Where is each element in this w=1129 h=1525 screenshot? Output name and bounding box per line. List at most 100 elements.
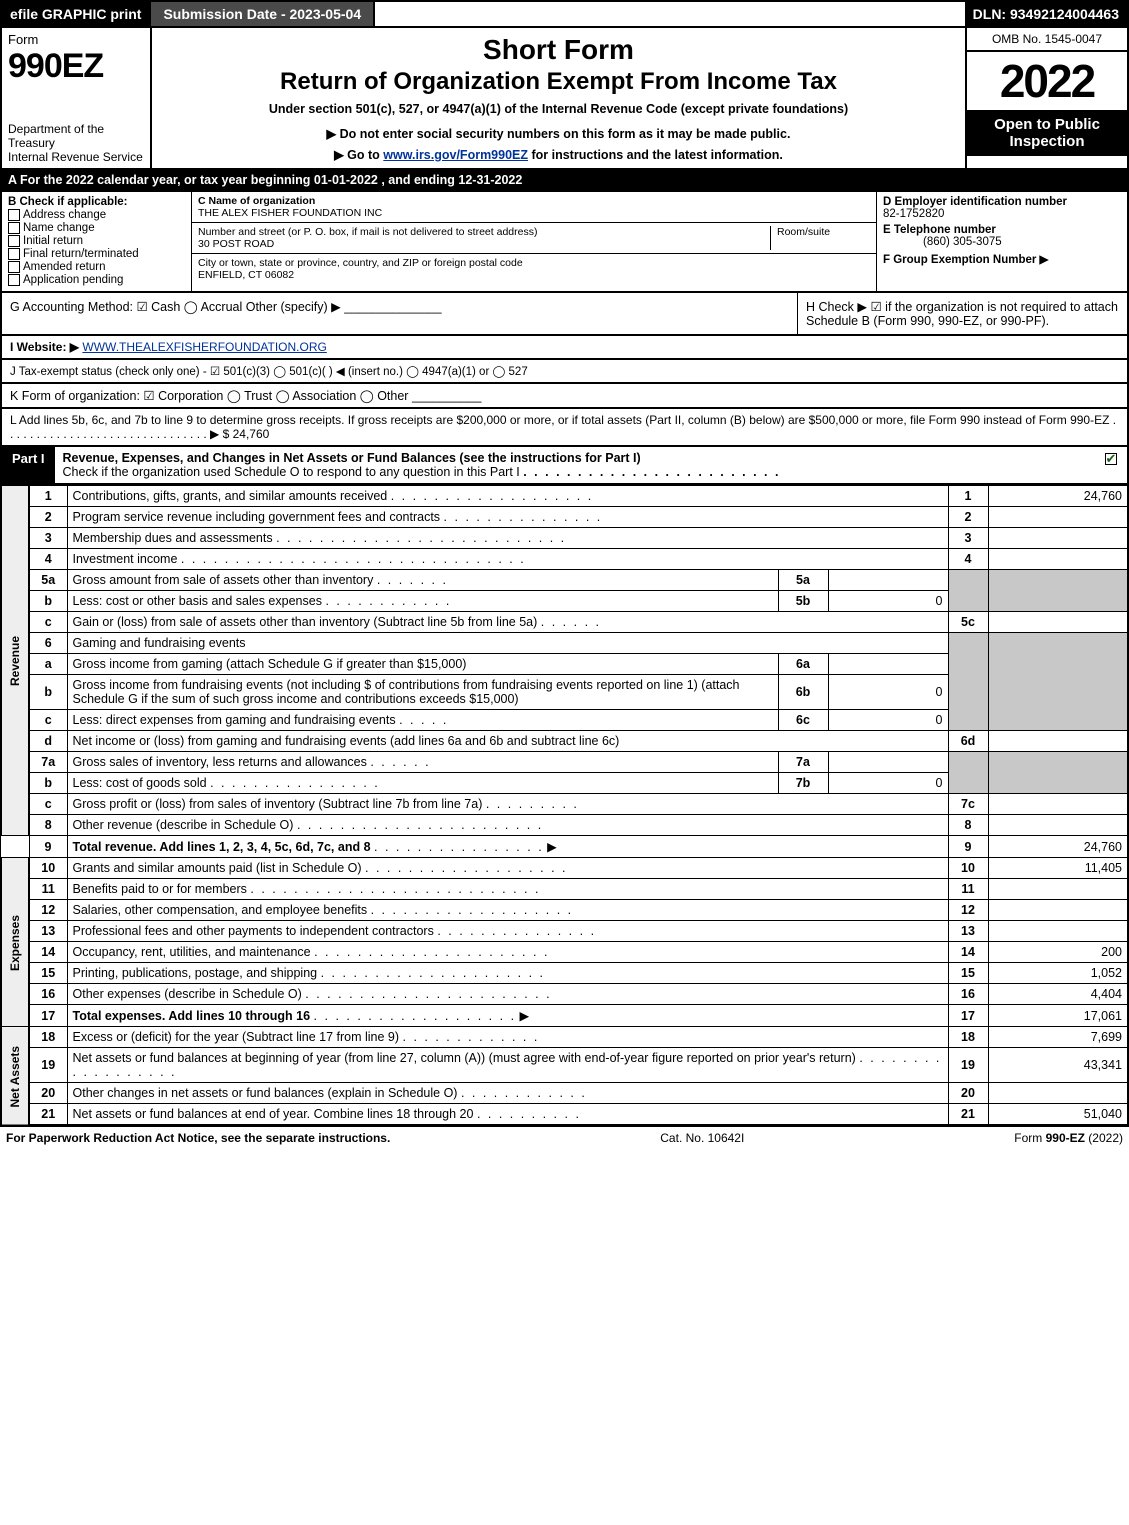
amt-5c: [988, 612, 1128, 633]
form-title-2: Return of Organization Exempt From Incom…: [162, 68, 955, 96]
footer-form: Form 990-EZ (2022): [1014, 1131, 1123, 1145]
amt-16: 4,404: [988, 984, 1128, 1005]
subval-5a: [828, 570, 948, 591]
lbl-street: Number and street (or P. O. box, if mail…: [198, 226, 537, 238]
chk-amended-return[interactable]: Amended return: [8, 261, 185, 273]
section-b-header: B Check if applicable:: [8, 196, 128, 208]
section-b: B Check if applicable: Address change Na…: [2, 192, 192, 291]
desc-7c: Gross profit or (loss) from sales of inv…: [67, 794, 948, 815]
num-14: 14: [948, 942, 988, 963]
desc-6d: Net income or (loss) from gaming and fun…: [67, 731, 948, 752]
top-bar: efile GRAPHIC print Submission Date - 20…: [0, 0, 1129, 28]
form-header: Form 990EZ Department of the Treasury In…: [0, 28, 1129, 170]
num-11: 11: [948, 879, 988, 900]
ln-11: 11: [29, 879, 67, 900]
ln-1: 1: [29, 486, 67, 507]
amt-1: 24,760: [988, 486, 1128, 507]
chk-name-change[interactable]: Name change: [8, 222, 185, 234]
lbl-tel: E Telephone number: [883, 224, 996, 236]
desc-8: Other revenue (describe in Schedule O) .…: [67, 815, 948, 836]
ln-5a: 5a: [29, 570, 67, 591]
sub-6b: 6b: [778, 675, 828, 710]
desc-4: Investment income . . . . . . . . . . . …: [67, 549, 948, 570]
ln-14: 14: [29, 942, 67, 963]
num-9: 9: [948, 836, 988, 858]
num-4: 4: [948, 549, 988, 570]
chk-address-change[interactable]: Address change: [8, 209, 185, 221]
part-1-checkbox[interactable]: [1097, 447, 1127, 483]
amt-7c: [988, 794, 1128, 815]
chk-final-return[interactable]: Final return/terminated: [8, 248, 185, 260]
desc-9: Total revenue. Add lines 1, 2, 3, 4, 5c,…: [67, 836, 948, 858]
num-18: 18: [948, 1027, 988, 1048]
ln-18: 18: [29, 1027, 67, 1048]
omb-number: OMB No. 1545-0047: [967, 28, 1127, 52]
desc-1: Contributions, gifts, grants, and simila…: [67, 486, 948, 507]
desc-5c: Gain or (loss) from sale of assets other…: [67, 612, 948, 633]
form-subtitle: Under section 501(c), 527, or 4947(a)(1)…: [162, 102, 955, 116]
chk-initial-return[interactable]: Initial return: [8, 235, 185, 247]
lbl-city: City or town, state or province, country…: [198, 257, 523, 269]
efile-label: efile GRAPHIC print: [2, 2, 149, 26]
subval-5b: 0: [828, 591, 948, 612]
desc-7b: Less: cost of goods sold . . . . . . . .…: [67, 773, 778, 794]
note-goto: ▶ Go to www.irs.gov/Form990EZ for instru…: [162, 147, 955, 162]
subval-6c: 0: [828, 710, 948, 731]
num-2: 2: [948, 507, 988, 528]
chk-application-pending[interactable]: Application pending: [8, 274, 185, 286]
accounting-method: G Accounting Method: ☑ Cash ◯ Accrual Ot…: [2, 293, 797, 334]
ln-12: 12: [29, 900, 67, 921]
amt-13: [988, 921, 1128, 942]
row-k-form-org: K Form of organization: ☑ Corporation ◯ …: [0, 384, 1129, 409]
desc-7a: Gross sales of inventory, less returns a…: [67, 752, 778, 773]
ln-6a: a: [29, 654, 67, 675]
ln-10: 10: [29, 858, 67, 879]
desc-19: Net assets or fund balances at beginning…: [67, 1048, 948, 1083]
section-c: C Name of organization THE ALEX FISHER F…: [192, 192, 877, 291]
footer-cat: Cat. No. 10642I: [660, 1131, 744, 1145]
ln-9: 9: [29, 836, 67, 858]
ln-17: 17: [29, 1005, 67, 1027]
header-right: OMB No. 1545-0047 2022 Open to Public In…: [967, 28, 1127, 168]
desc-15: Printing, publications, postage, and shi…: [67, 963, 948, 984]
num-5c: 5c: [948, 612, 988, 633]
num-12: 12: [948, 900, 988, 921]
row-l-gross-receipts: L Add lines 5b, 6c, and 7b to line 9 to …: [0, 409, 1129, 447]
val-org-name: THE ALEX FISHER FOUNDATION INC: [198, 207, 382, 219]
desc-6c: Less: direct expenses from gaming and fu…: [67, 710, 778, 731]
subval-6b: 0: [828, 675, 948, 710]
desc-14: Occupancy, rent, utilities, and maintena…: [67, 942, 948, 963]
amt-10: 11,405: [988, 858, 1128, 879]
website-link[interactable]: WWW.THEALEXFISHERFOUNDATION.ORG: [82, 340, 326, 354]
ln-6c: c: [29, 710, 67, 731]
num-3: 3: [948, 528, 988, 549]
desc-20: Other changes in net assets or fund bala…: [67, 1083, 948, 1104]
num-19: 19: [948, 1048, 988, 1083]
section-d-e-f: D Employer identification number 82-1752…: [877, 192, 1127, 291]
row-g-h: G Accounting Method: ☑ Cash ◯ Accrual Ot…: [0, 293, 1129, 336]
num-8: 8: [948, 815, 988, 836]
amt-20: [988, 1083, 1128, 1104]
header-center: Short Form Return of Organization Exempt…: [152, 28, 967, 168]
ln-5b: b: [29, 591, 67, 612]
desc-10: Grants and similar amounts paid (list in…: [67, 858, 948, 879]
sub-6a: 6a: [778, 654, 828, 675]
ln-15: 15: [29, 963, 67, 984]
form-word: Form: [8, 32, 144, 47]
irs-link[interactable]: www.irs.gov/Form990EZ: [383, 148, 528, 162]
amt-6d: [988, 731, 1128, 752]
desc-3: Membership dues and assessments . . . . …: [67, 528, 948, 549]
num-21: 21: [948, 1104, 988, 1126]
amt-2: [988, 507, 1128, 528]
sub-7b: 7b: [778, 773, 828, 794]
part-1-header: Part I Revenue, Expenses, and Changes in…: [0, 447, 1129, 485]
desc-13: Professional fees and other payments to …: [67, 921, 948, 942]
ln-19: 19: [29, 1048, 67, 1083]
department-label: Department of the Treasury Internal Reve…: [8, 122, 144, 164]
desc-6b: Gross income from fundraising events (no…: [67, 675, 778, 710]
sub-7a: 7a: [778, 752, 828, 773]
val-ein: 82-1752820: [883, 208, 944, 220]
desc-6: Gaming and fundraising events: [67, 633, 948, 654]
desc-17: Total expenses. Add lines 10 through 16 …: [67, 1005, 948, 1027]
desc-11: Benefits paid to or for members . . . . …: [67, 879, 948, 900]
